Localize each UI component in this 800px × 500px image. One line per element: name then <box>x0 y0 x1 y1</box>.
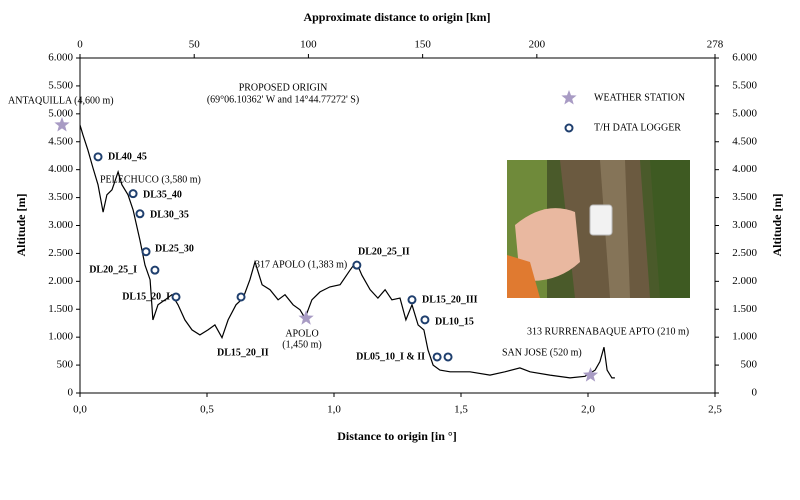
y2-tick-label: 4.500 <box>732 135 757 147</box>
weather-station <box>582 367 599 382</box>
annotation: 317 APOLO (1,383 m) <box>255 259 347 270</box>
legend-marker <box>561 90 577 105</box>
y2-tick-label: 0 <box>752 387 758 399</box>
logger-label: DL35_40 <box>143 189 182 200</box>
y-tick-label: 2.500 <box>48 247 73 259</box>
annotation: 313 RURRENABAQUE APTO (210 m) <box>527 326 689 337</box>
annotation: ANTAQUILLA (4,600 m) <box>8 95 114 106</box>
x2-tick-label: 200 <box>529 39 546 51</box>
y-tick-label: 2.000 <box>48 275 73 287</box>
x-tick-label: 1,5 <box>454 404 468 416</box>
weather-station <box>298 310 314 325</box>
logger-label: DL05_10_I & II <box>356 351 425 362</box>
data-logger <box>128 189 138 199</box>
logger-label: DL15_20_I <box>122 291 170 302</box>
y-tick-label: 1.000 <box>48 331 73 343</box>
y2-tick-label: 500 <box>741 359 758 371</box>
weather-station <box>54 117 70 132</box>
x2-tick-label: 150 <box>414 39 431 51</box>
y2-tick-label: 1.500 <box>732 303 757 315</box>
y-tick-label: 0 <box>68 387 74 399</box>
y-tick-label: 3.500 <box>48 191 73 203</box>
logger-label: DL30_35 <box>150 209 189 220</box>
data-logger <box>352 260 362 270</box>
y2-tick-label: 2.000 <box>732 275 757 287</box>
y-axis-title: Altitude [m] <box>14 194 28 257</box>
y2-tick-label: 2.500 <box>732 247 757 259</box>
x2-tick-label: 100 <box>300 39 317 51</box>
x2-tick-label: 0 <box>77 39 83 51</box>
x-tick-label: 0,0 <box>73 404 87 416</box>
annotation: PROPOSED ORIGIN <box>239 82 328 93</box>
logger-label: DL25_30 <box>155 243 194 254</box>
annotation: (69°06.10362' W and 14°44.77272' S) <box>207 94 359 105</box>
y2-tick-label: 1.000 <box>732 331 757 343</box>
legend-label: T/H DATA LOGGER <box>594 122 681 133</box>
altitude-profile <box>79 124 615 379</box>
data-logger <box>141 247 151 257</box>
logger-label: DL15_20_III <box>422 294 478 305</box>
x-tick-label: 2,0 <box>581 404 595 416</box>
y-tick-label: 6.000 <box>48 52 73 64</box>
legend-label: WEATHER STATION <box>594 92 685 103</box>
data-logger <box>150 265 160 275</box>
x-axis-title: Distance to origin [in °] <box>337 429 456 443</box>
y-tick-label: 3.000 <box>48 219 73 231</box>
logger-label: DL20_25_I <box>89 264 137 275</box>
y-tick-label: 5.000 <box>48 107 73 119</box>
logger-label: DL10_15 <box>435 316 474 327</box>
data-logger <box>236 292 246 302</box>
data-logger <box>135 209 145 219</box>
data-logger <box>443 352 453 362</box>
data-logger <box>93 152 103 162</box>
x2-tick-label: 278 <box>707 39 724 51</box>
y-tick-label: 4.500 <box>48 135 73 147</box>
x-tick-label: 2,5 <box>708 404 722 416</box>
y2-tick-label: 3.500 <box>732 191 757 203</box>
y-tick-label: 1.500 <box>48 303 73 315</box>
y2-tick-label: 6.000 <box>732 52 757 64</box>
y2-axis-title: Altitude [m] <box>770 194 784 257</box>
y2-tick-label: 5.500 <box>732 79 757 91</box>
x-tick-label: 1,0 <box>327 404 341 416</box>
legend-marker <box>564 123 574 133</box>
photo <box>507 160 690 298</box>
logger-label: DL40_45 <box>108 151 147 162</box>
y2-tick-label: 5.000 <box>732 107 757 119</box>
y2-tick-label: 3.000 <box>732 219 757 231</box>
logger-label: DL20_25_II <box>358 246 410 257</box>
data-logger <box>432 352 442 362</box>
annotation: PELECHUCO (3,580 m) <box>100 174 201 185</box>
x-tick-label: 0,5 <box>200 404 214 416</box>
logger-label: DL15_20_II <box>217 347 269 358</box>
x2-axis-title: Approximate distance to origin [km] <box>303 10 490 24</box>
data-logger <box>407 295 417 305</box>
data-logger <box>420 315 430 325</box>
annotation: APOLO <box>285 328 318 339</box>
y2-tick-label: 4.000 <box>732 163 757 175</box>
x2-tick-label: 50 <box>189 39 201 51</box>
annotation: SAN JOSE (520 m) <box>502 347 582 358</box>
y-tick-label: 5.500 <box>48 79 73 91</box>
annotation: (1,450 m) <box>282 339 321 350</box>
data-logger <box>171 292 181 302</box>
y-tick-label: 4.000 <box>48 163 73 175</box>
y-tick-label: 500 <box>57 359 74 371</box>
